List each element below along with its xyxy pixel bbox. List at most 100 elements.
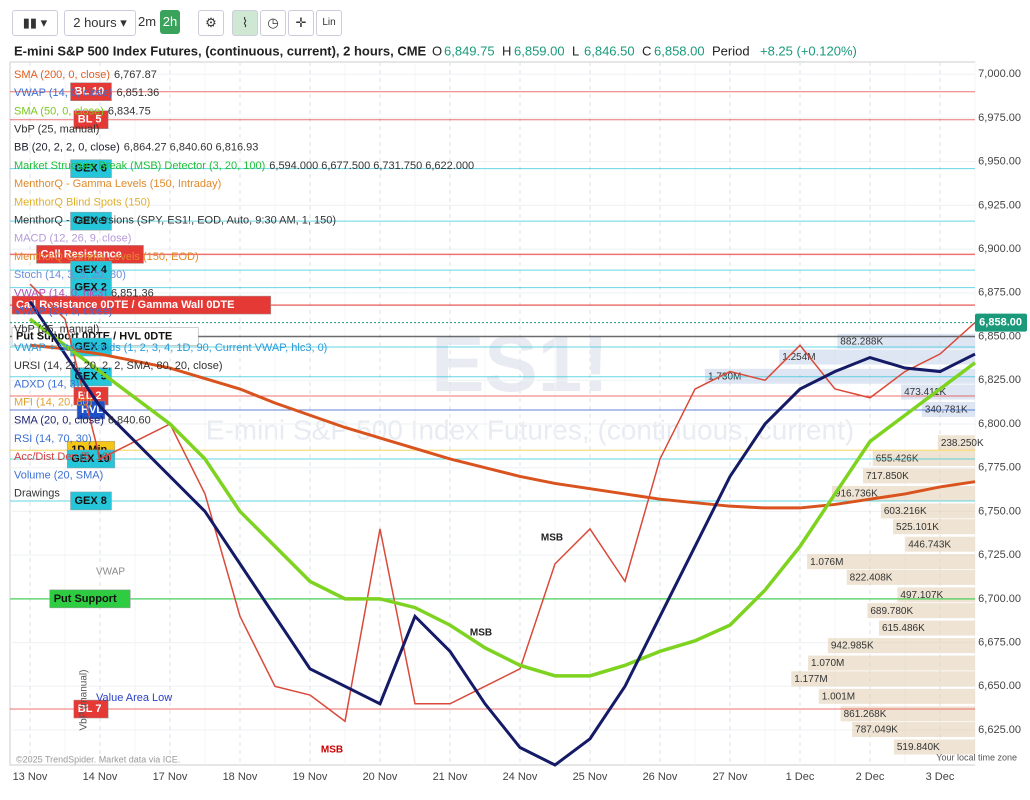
level-label: GEX 9 <box>75 215 107 227</box>
level-label: GEX 6 <box>75 163 107 175</box>
scale-button[interactable]: Lin <box>316 10 342 36</box>
volume-bar <box>791 671 975 687</box>
volume-label: 238.250K <box>941 438 984 449</box>
annotation: VWAP <box>96 567 125 578</box>
tool-button[interactable]: ◷ <box>260 10 286 36</box>
level-box <box>70 82 112 101</box>
series-line <box>29 343 976 510</box>
tool-button[interactable]: ✛ <box>288 10 314 36</box>
ohlc-key: O <box>432 43 442 58</box>
x-tick-label: 17 Nov <box>153 771 188 783</box>
level-label: BL 10 <box>75 86 105 98</box>
y-tick-label: 6,650.00 <box>978 680 1021 692</box>
chart-type-button[interactable]: ▮▮ ▾ <box>12 10 58 36</box>
period-key: Period <box>712 43 750 58</box>
indicator-name: SMA (50, 0, close) <box>14 105 104 117</box>
settings-button[interactable]: ⚙ <box>198 10 224 36</box>
ohlc-value: 6,849.75 <box>444 43 495 58</box>
x-tick-label: 21 Nov <box>433 771 468 783</box>
period-value: +8.25 (+0.120%) <box>760 43 857 58</box>
ohlc-value: 6,846.50 <box>584 43 635 58</box>
x-tick-label: 20 Nov <box>363 771 398 783</box>
level-box <box>49 589 131 609</box>
indicator-value: 6,767.87 <box>114 69 157 81</box>
interval-button[interactable]: 2h <box>160 10 180 34</box>
indicator-name: MenthorQ - Gamma Levels (150, Intraday) <box>14 178 221 190</box>
watermark-symbol: ES1! <box>431 319 609 408</box>
indicator-name: Stoch (14, 3, 3, 20, 80) <box>14 269 126 281</box>
indicator-name: URSI (14, 21, 20, 2, 2, SMA, 80, 20, clo… <box>14 360 223 372</box>
indicator-name: BB (20, 2, 2, 0, close) <box>14 142 120 154</box>
level-label: GEX 4 <box>75 264 108 276</box>
volume-label: 787.049K <box>855 725 898 736</box>
ohlc-key: L <box>572 43 579 58</box>
level-label: BL 7 <box>78 703 102 715</box>
ohlc-value: 6,859.00 <box>514 43 565 58</box>
series-line <box>28 317 977 678</box>
volume-bar <box>827 638 975 654</box>
plot-area <box>9 61 976 766</box>
volume-bar <box>937 435 975 451</box>
y-tick-label: 7,000.00 <box>978 68 1021 80</box>
volume-bar <box>818 688 975 704</box>
indicator-name: Market Structure Break (MSB) Detector (3… <box>14 160 265 172</box>
volume-bar <box>893 519 975 535</box>
y-tick-label: 6,825.00 <box>978 374 1021 386</box>
indicator-name: VbP (25, manual) <box>14 124 99 136</box>
interval-button[interactable]: 2m <box>136 10 158 34</box>
indicator-name: Acc/Dist Dev (5, 10) <box>14 451 112 463</box>
volume-label: 1.070M <box>811 658 844 669</box>
volume-label: 1.001M <box>822 691 855 702</box>
volume-bar <box>837 333 975 349</box>
volume-label: 861.268K <box>844 709 887 720</box>
volume-bar <box>852 722 975 738</box>
volume-bar <box>880 503 975 519</box>
y-tick-label: 6,925.00 <box>978 199 1021 211</box>
x-tick-label: 2 Dec <box>856 771 885 783</box>
volume-label: 1.254M <box>782 352 815 363</box>
level-box <box>11 295 272 315</box>
volume-bar <box>905 536 975 552</box>
indicator-value: 6,594.000 6,677.500 6,731.750 6,622.000 <box>269 160 474 172</box>
msb-label: MSB <box>470 628 492 639</box>
level-box <box>66 449 116 469</box>
level-box <box>70 491 112 511</box>
indicator-name: Drawings <box>14 488 60 500</box>
tool-button[interactable]: ⌇ <box>232 10 258 36</box>
indicator-value: 6,834.75 <box>108 105 151 117</box>
ohlc-value: 6,858.00 <box>654 43 705 58</box>
series-line <box>29 283 976 723</box>
volume-bar <box>840 706 975 722</box>
y-tick-label: 6,900.00 <box>978 243 1021 255</box>
indicator-value: 6,851.36 <box>116 87 159 99</box>
indicator-name: RSI (14, 70, 30) <box>14 433 92 445</box>
x-tick-label: 14 Nov <box>83 771 118 783</box>
x-tick-label: 18 Nov <box>223 771 258 783</box>
y-tick-label: 6,625.00 <box>978 724 1021 736</box>
interval-select[interactable]: 2 hours ▾ <box>64 10 136 36</box>
last-price-box <box>975 313 1027 332</box>
indicator-value: 6,851.36 <box>111 287 154 299</box>
volume-label: 603.216K <box>884 506 927 517</box>
level-label: GEX 2 <box>75 281 107 293</box>
volume-label: 615.486K <box>882 623 925 634</box>
last-price-label: 6,858.00 <box>979 316 1022 328</box>
y-tick-label: 6,950.00 <box>978 156 1021 168</box>
level-label: Call Resistance <box>41 248 122 260</box>
level-box <box>73 110 109 129</box>
level-label: GEX 8 <box>75 495 107 507</box>
x-tick-label: 25 Nov <box>573 771 608 783</box>
indicator-name: VWAP (20, 0, close) <box>14 306 112 318</box>
indicator-name: MFI (14, 20, 80) <box>14 397 92 409</box>
indicator-name: VbP (35, manual) <box>14 324 99 336</box>
volume-bar <box>878 620 975 636</box>
indicator-name: MenthorQ Gamma Levels (150, EOD) <box>14 251 199 263</box>
indicator-name: VWAP (14, 0, hlc3) <box>14 287 107 299</box>
level-label: BL 5 <box>78 114 102 126</box>
ohlc-key: H <box>502 43 511 58</box>
indicator-name: MACD (12, 26, 9, close) <box>14 233 131 245</box>
volume-label: 473.411K <box>904 387 946 398</box>
indicator-name: Volume (20, SMA) <box>14 469 103 481</box>
chart: ES1! E-mini S&P 500 Index Futures, (cont… <box>9 43 1027 783</box>
indicator-name: MenthorQ - Conversions (SPY, ES1!, EOD, … <box>14 215 336 227</box>
